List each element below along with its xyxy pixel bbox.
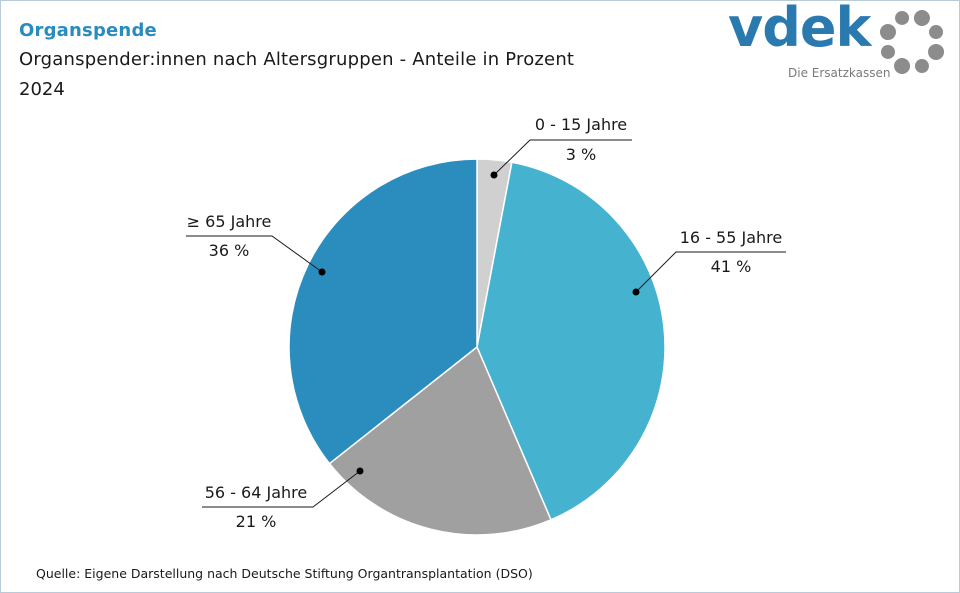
logo-wordmark: vdek <box>728 0 871 59</box>
leader-line-3 <box>186 235 323 273</box>
leader-dot-1 <box>632 288 640 296</box>
pie-slice-3 <box>288 158 478 465</box>
slice-label-3: ≥ 65 Jahre <box>187 212 272 231</box>
leader-line-2 <box>202 470 361 508</box>
slice-value-3: 36 % <box>209 241 250 260</box>
logo-dot <box>895 10 910 25</box>
leader-line-0 <box>493 139 632 176</box>
logo-dot <box>929 25 944 40</box>
logo-dot <box>928 43 945 60</box>
slice-value-1: 41 % <box>711 257 752 276</box>
leader-dot-0 <box>490 171 498 179</box>
slice-value-0: 3 % <box>566 145 596 164</box>
logo-dot <box>894 58 911 75</box>
logo-dots-icon <box>879 9 945 75</box>
vdek-logo: vdek Die Ersatzkassen <box>728 0 950 88</box>
logo-dot <box>913 9 930 26</box>
logo-dot <box>914 59 929 74</box>
pie-slice-1 <box>476 161 666 521</box>
leader-dot-3 <box>318 268 326 276</box>
pie-slice-2 <box>328 345 552 536</box>
logo-tagline: Die Ersatzkassen <box>788 66 891 80</box>
slice-value-2: 21 % <box>236 512 277 531</box>
logo-dot <box>879 24 896 41</box>
slice-label-0: 0 - 15 Jahre <box>535 115 627 134</box>
source-note: Quelle: Eigene Darstellung nach Deutsche… <box>36 566 533 581</box>
chart-year: 2024 <box>19 79 65 100</box>
slice-label-2: 56 - 64 Jahre <box>205 483 307 502</box>
page-title: Organspende <box>19 20 157 41</box>
chart-subtitle: Organspender:innen nach Altersgruppen - … <box>19 49 575 70</box>
logo-dot <box>880 44 895 59</box>
leader-dot-2 <box>356 467 364 475</box>
leader-line-1 <box>635 251 786 293</box>
slice-label-1: 16 - 55 Jahre <box>680 228 782 247</box>
